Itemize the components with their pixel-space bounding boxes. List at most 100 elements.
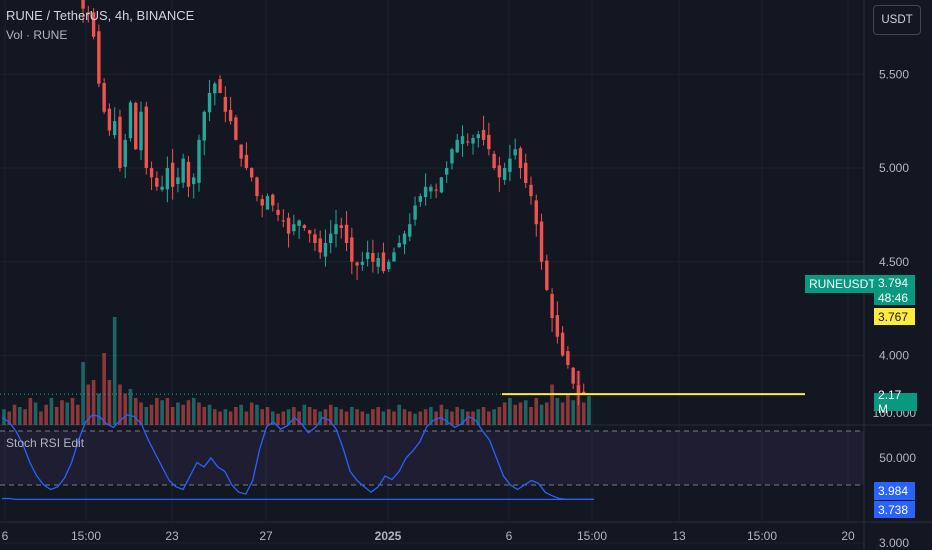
candle-body bbox=[102, 83, 106, 112]
volume-bar bbox=[402, 409, 407, 425]
volume-bar bbox=[413, 413, 417, 425]
volume-bar bbox=[529, 407, 533, 425]
candle-body bbox=[239, 144, 243, 159]
candle-body bbox=[550, 293, 554, 318]
candle-body bbox=[529, 184, 533, 197]
candle-body bbox=[323, 243, 328, 257]
candle-body bbox=[439, 177, 444, 193]
volume-bar bbox=[265, 407, 270, 425]
volume-bar bbox=[28, 398, 33, 425]
time-tick-label: 27 bbox=[259, 529, 273, 543]
candle-body bbox=[534, 200, 538, 225]
time-tick-label: 6 bbox=[2, 529, 9, 543]
volume-bar bbox=[234, 407, 238, 425]
stoch-line-d bbox=[2, 497, 594, 501]
price-tick-label: 5.500 bbox=[879, 67, 909, 81]
candle-body bbox=[497, 165, 502, 178]
volume-bar bbox=[191, 398, 196, 425]
candle-body bbox=[371, 253, 375, 262]
volume-bar bbox=[2, 409, 6, 425]
volume-bar bbox=[155, 398, 159, 425]
candle-body bbox=[265, 196, 270, 210]
candle-body bbox=[297, 220, 301, 226]
candle-body bbox=[207, 93, 212, 113]
volume-bar bbox=[513, 404, 517, 425]
candle-body bbox=[112, 121, 117, 136]
volume-bar bbox=[581, 402, 586, 425]
candle-body bbox=[560, 332, 565, 356]
volume-bar bbox=[381, 411, 386, 425]
price-tick-label: 4.500 bbox=[879, 255, 909, 269]
volume-bar bbox=[334, 407, 338, 425]
price-tick-label: 3.000 bbox=[879, 536, 909, 550]
candle-body bbox=[91, 12, 96, 37]
volume-bar bbox=[102, 353, 106, 425]
volume-bar bbox=[239, 404, 243, 425]
volume-bar bbox=[292, 407, 296, 425]
volume-bar bbox=[276, 413, 280, 425]
candle-body bbox=[460, 136, 465, 145]
volume-bar bbox=[112, 317, 117, 425]
volume-bar bbox=[255, 404, 259, 425]
volume-bar bbox=[75, 404, 80, 425]
candle-body bbox=[170, 162, 175, 187]
time-tick-label: 13 bbox=[672, 529, 686, 543]
volume-bar bbox=[181, 404, 185, 425]
time-tick-label: 15:00 bbox=[747, 529, 777, 543]
volume-bar bbox=[18, 407, 22, 425]
candle-body bbox=[582, 391, 586, 395]
candle-body bbox=[197, 139, 201, 183]
candle-body bbox=[334, 224, 338, 235]
volume-bar bbox=[228, 411, 233, 425]
candle-body bbox=[228, 109, 233, 122]
volume-bar bbox=[481, 407, 486, 425]
candle-body bbox=[165, 168, 170, 190]
volume-bar bbox=[566, 393, 570, 425]
volume-bar bbox=[202, 407, 207, 425]
volume-bar bbox=[160, 400, 164, 425]
volume-bar bbox=[523, 400, 528, 425]
candle-body bbox=[213, 83, 217, 94]
volume-bar bbox=[197, 402, 201, 425]
volume-bar bbox=[128, 389, 133, 425]
volume-bar bbox=[213, 409, 217, 425]
stoch-line-k bbox=[1, 414, 594, 501]
candle-body bbox=[223, 96, 228, 112]
volume-bar bbox=[286, 409, 291, 425]
volume-bar bbox=[429, 407, 433, 425]
candle-body bbox=[524, 162, 528, 183]
time-tick-label: 15:00 bbox=[71, 529, 101, 543]
candle-body bbox=[144, 106, 148, 168]
stoch-tick-label: 50.000 bbox=[879, 451, 916, 465]
candle-body bbox=[466, 141, 470, 143]
volume-bar bbox=[23, 409, 27, 425]
volume-bar bbox=[54, 407, 59, 425]
volume-bar bbox=[376, 407, 380, 425]
volume-bar bbox=[539, 404, 544, 425]
candle-body bbox=[502, 168, 507, 180]
volume-bar bbox=[33, 402, 38, 425]
candle-body bbox=[513, 149, 517, 156]
candle-body bbox=[281, 220, 286, 222]
volume-tag: 2.17 M bbox=[874, 388, 917, 416]
volume-bar bbox=[545, 402, 549, 425]
volume-bar bbox=[244, 411, 249, 425]
candle-body bbox=[128, 102, 133, 139]
candle-body bbox=[97, 31, 101, 84]
volume-bar bbox=[39, 411, 43, 425]
candle-body bbox=[413, 205, 417, 220]
oscillator-legend[interactable]: Stoch RSI Edit bbox=[6, 436, 85, 450]
volume-bar bbox=[318, 411, 322, 425]
symbol-title[interactable]: RUNE / TetherUS, 4h, BINANCE bbox=[6, 8, 195, 23]
volume-bar bbox=[502, 402, 507, 425]
candle-body bbox=[392, 252, 396, 262]
candle-body bbox=[539, 221, 544, 262]
volume-bar bbox=[65, 402, 70, 425]
currency-button[interactable]: USDT bbox=[873, 5, 921, 35]
candle-body bbox=[192, 177, 196, 185]
volume-bar bbox=[12, 404, 17, 425]
volume-bar bbox=[550, 384, 554, 425]
candle-body bbox=[181, 158, 185, 183]
candle-body bbox=[481, 129, 486, 140]
